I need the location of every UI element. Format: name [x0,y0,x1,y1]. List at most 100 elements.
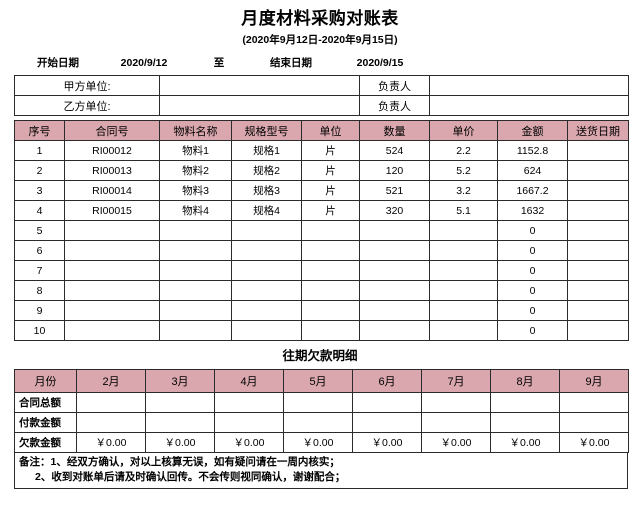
cell-delivery[interactable] [567,240,629,261]
table-row[interactable]: 10 0 [14,320,629,341]
party-b-value[interactable] [158,95,361,116]
cell-unit[interactable]: 片 [301,200,360,221]
cell-price[interactable]: 5.2 [429,160,498,181]
table-row[interactable]: 欠款金额 ￥0.00 ￥0.00 ￥0.00 ￥0.00 ￥0.00 ￥0.00… [14,432,629,453]
cell-contract[interactable] [64,300,160,321]
table-row[interactable]: 3 RI00014 物料3 规格3 片 521 3.2 1667.2 [14,180,629,201]
cell-spec[interactable]: 规格3 [231,180,302,201]
cell-name[interactable]: 物料3 [159,180,232,201]
cell-unit[interactable]: 片 [301,160,360,181]
cell-price[interactable] [429,240,498,261]
cell-contract-total[interactable] [352,392,422,413]
cell-contract-total[interactable] [490,392,560,413]
cell-name[interactable] [159,240,232,261]
cell-contract-total[interactable] [559,392,629,413]
table-row[interactable]: 9 0 [14,300,629,321]
cell-contract[interactable] [64,280,160,301]
party-a-value[interactable] [158,75,361,96]
cell-spec[interactable] [231,240,302,261]
cell-delivery[interactable] [567,140,629,161]
table-row[interactable]: 付款金额 [14,412,629,433]
cell-contract-total[interactable] [283,392,353,413]
cell-name[interactable] [159,300,232,321]
cell-payment-amount[interactable] [214,412,284,433]
cell-unit[interactable] [301,320,360,341]
cell-name[interactable] [159,220,232,241]
cell-name[interactable]: 物料1 [159,140,232,161]
cell-spec[interactable]: 规格4 [231,200,302,221]
cell-contract[interactable]: RI00013 [64,160,160,181]
cell-name[interactable] [159,260,232,281]
cell-unit[interactable] [301,280,360,301]
cell-spec[interactable] [231,260,302,281]
cell-name[interactable] [159,320,232,341]
cell-spec[interactable] [231,280,302,301]
cell-contract[interactable]: RI00014 [64,180,160,201]
cell-price[interactable] [429,260,498,281]
cell-qty[interactable] [359,260,430,281]
cell-contract-total[interactable] [145,392,215,413]
cell-payment-amount[interactable] [145,412,215,433]
cell-price[interactable] [429,300,498,321]
cell-qty[interactable]: 521 [359,180,430,201]
cell-delivery[interactable] [567,160,629,181]
table-row[interactable]: 8 0 [14,280,629,301]
cell-spec[interactable] [231,320,302,341]
cell-contract-total[interactable] [76,392,146,413]
cell-spec[interactable] [231,300,302,321]
cell-payment-amount[interactable] [490,412,560,433]
table-row[interactable]: 7 0 [14,260,629,281]
cell-payment-amount[interactable] [352,412,422,433]
table-row[interactable]: 5 0 [14,220,629,241]
cell-payment-amount[interactable] [559,412,629,433]
cell-qty[interactable]: 320 [359,200,430,221]
cell-spec[interactable]: 规格2 [231,160,302,181]
table-row[interactable]: 合同总额 [14,392,629,413]
cell-contract[interactable] [64,240,160,261]
cell-qty[interactable]: 120 [359,160,430,181]
cell-qty[interactable]: 524 [359,140,430,161]
cell-qty[interactable] [359,220,430,241]
cell-unit[interactable] [301,220,360,241]
cell-qty[interactable] [359,300,430,321]
cell-price[interactable] [429,280,498,301]
cell-delivery[interactable] [567,300,629,321]
cell-price[interactable]: 2.2 [429,140,498,161]
cell-contract[interactable] [64,220,160,241]
cell-unit[interactable]: 片 [301,140,360,161]
cell-delivery[interactable] [567,280,629,301]
cell-delivery[interactable] [567,320,629,341]
cell-contract-total[interactable] [421,392,491,413]
party-b-owner-value[interactable] [429,95,630,116]
cell-delivery[interactable] [567,220,629,241]
cell-delivery[interactable] [567,180,629,201]
cell-unit[interactable] [301,300,360,321]
cell-price[interactable] [429,220,498,241]
cell-qty[interactable] [359,240,430,261]
cell-price[interactable]: 3.2 [429,180,498,201]
party-a-owner-value[interactable] [429,75,630,96]
cell-contract-total[interactable] [214,392,284,413]
cell-delivery[interactable] [567,200,629,221]
cell-qty[interactable] [359,280,430,301]
end-date-value[interactable]: 2020/9/15 [356,56,404,69]
cell-price[interactable]: 5.1 [429,200,498,221]
start-date-value[interactable]: 2020/9/12 [120,56,168,69]
cell-name[interactable] [159,280,232,301]
cell-payment-amount[interactable] [421,412,491,433]
cell-unit[interactable] [301,260,360,281]
cell-contract[interactable]: RI00015 [64,200,160,221]
cell-delivery[interactable] [567,260,629,281]
cell-name[interactable]: 物料4 [159,200,232,221]
table-row[interactable]: 2 RI00013 物料2 规格2 片 120 5.2 624 [14,160,629,181]
table-row[interactable]: 6 0 [14,240,629,261]
cell-qty[interactable] [359,320,430,341]
cell-unit[interactable] [301,240,360,261]
cell-contract[interactable]: RI00012 [64,140,160,161]
table-row[interactable]: 4 RI00015 物料4 规格4 片 320 5.1 1632 [14,200,629,221]
cell-price[interactable] [429,320,498,341]
cell-spec[interactable] [231,220,302,241]
cell-spec[interactable]: 规格1 [231,140,302,161]
cell-contract[interactable] [64,260,160,281]
cell-payment-amount[interactable] [283,412,353,433]
